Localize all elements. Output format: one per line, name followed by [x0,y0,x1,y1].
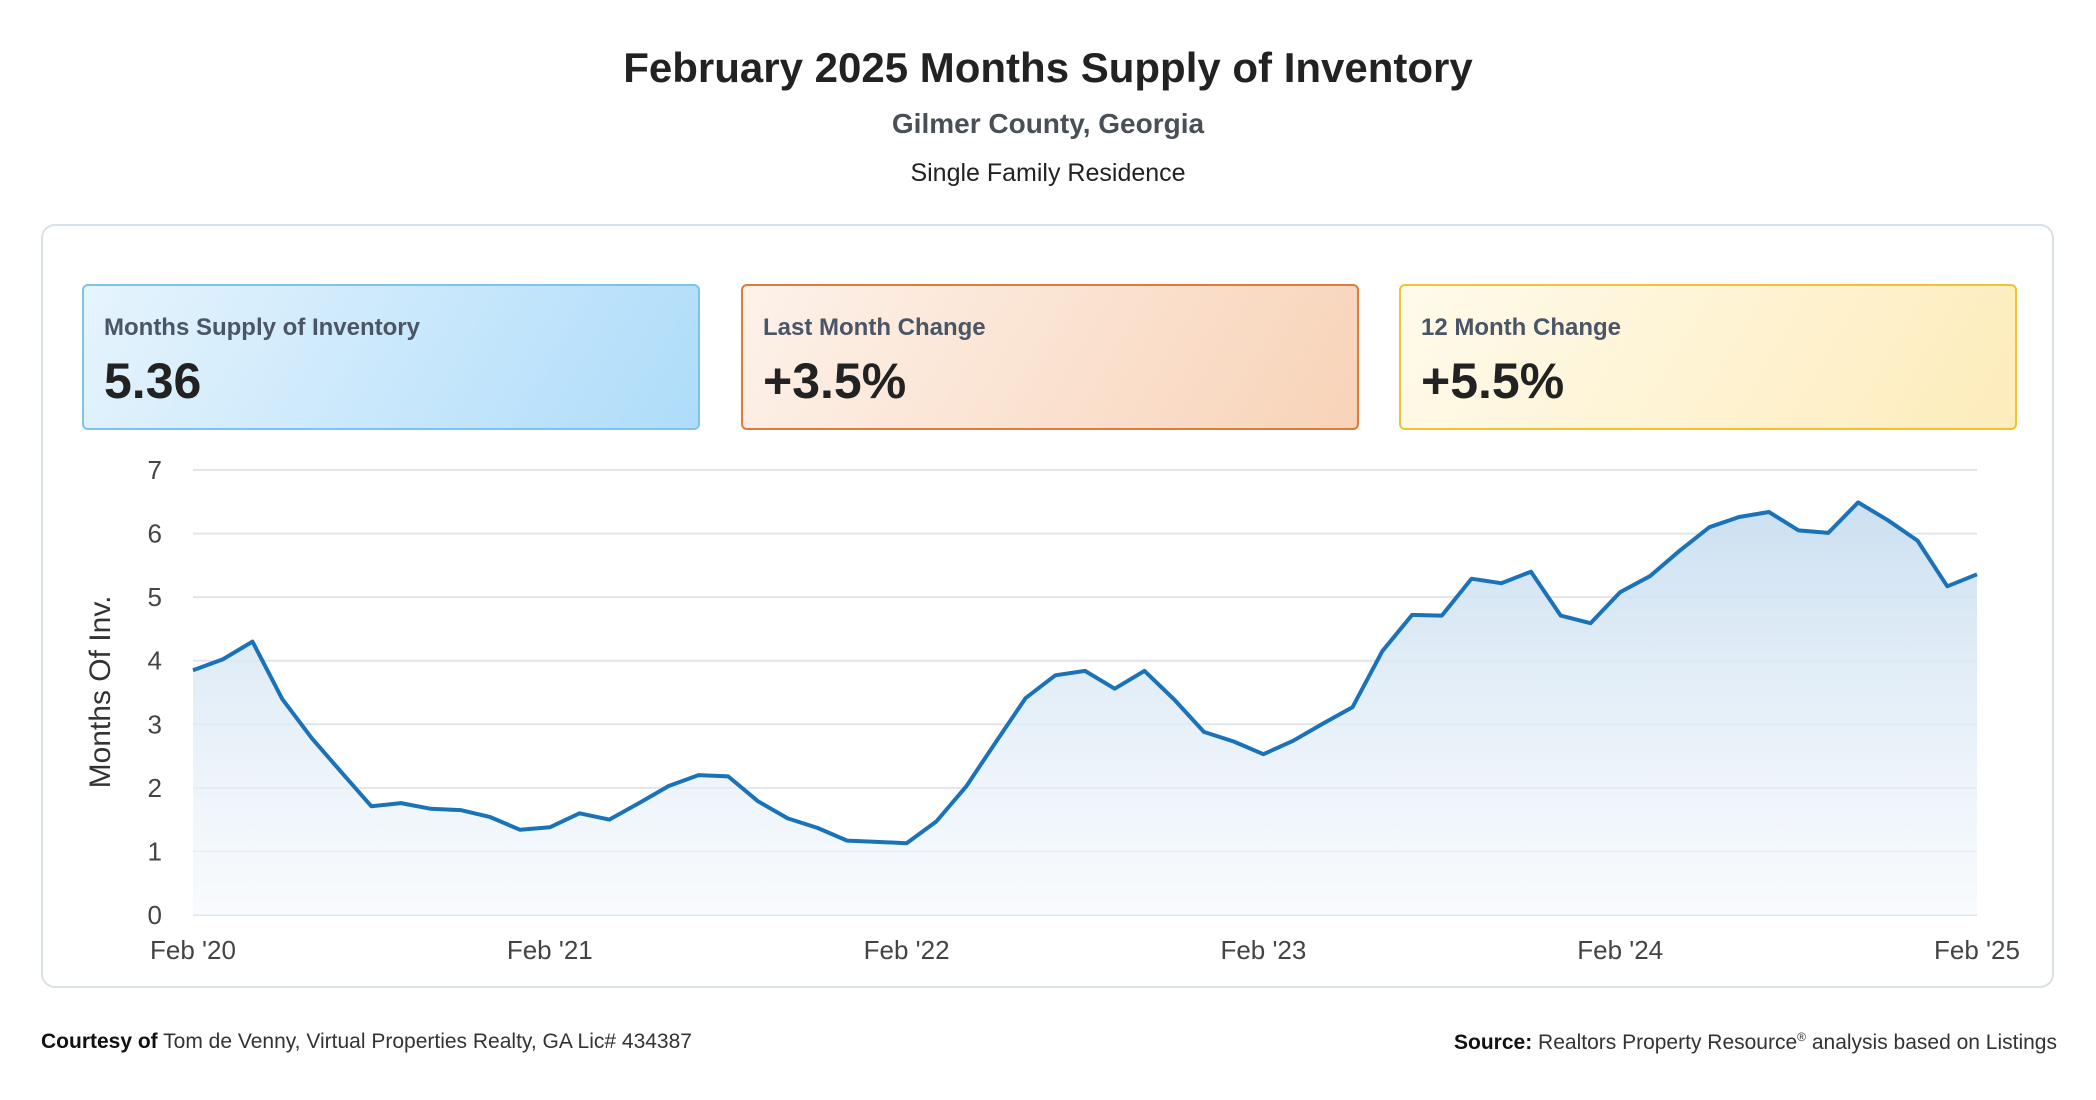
y-tick-label: 0 [148,900,162,930]
y-tick-label: 7 [148,455,162,485]
y-tick-label: 2 [148,773,162,803]
source-credit: Source: Realtors Property Resource® anal… [1454,1030,2057,1055]
y-axis-ticks: 0 1 2 3 4 5 6 7 [148,455,162,930]
x-tick-label: Feb '20 [150,935,236,965]
metric-value: +5.5% [1421,353,1565,409]
metric-value: +3.5% [763,353,907,409]
x-tick-label: Feb '25 [1934,935,2020,965]
metric-card-12-month-change: 12 Month Change +5.5% [1399,284,2017,430]
metric-label: 12 Month Change [1421,314,1622,341]
y-tick-label: 4 [148,646,162,676]
registered-mark: ® [1797,1030,1806,1044]
y-tick-label: 3 [148,709,162,739]
source-text-a: Realtors Property Resource [1538,1031,1798,1054]
y-tick-label: 6 [148,519,162,549]
source-label: Source: [1454,1031,1533,1054]
courtesy-credit: Courtesy of Tom de Venny, Virtual Proper… [41,1030,692,1054]
x-tick-label: Feb '21 [507,935,593,965]
y-axis-title: Months Of Inv. [84,596,117,789]
metric-label: Last Month Change [763,314,986,341]
property-type: Single Family Residence [910,159,1186,187]
metric-label: Months Supply of Inventory [104,314,420,341]
metric-card-last-month-change: Last Month Change +3.5% [741,284,1359,430]
x-tick-label: Feb '24 [1577,935,1663,965]
x-tick-label: Feb '23 [1220,935,1306,965]
courtesy-label: Courtesy of [41,1030,158,1053]
courtesy-text: Tom de Venny, Virtual Properties Realty,… [163,1030,692,1053]
location-subtitle: Gilmer County, Georgia [891,108,1205,139]
source-text-b: analysis based on Listings [1806,1031,2057,1054]
x-tick-label: Feb '22 [864,935,950,965]
y-tick-label: 5 [148,582,162,612]
series-line [192,500,1978,846]
metric-card-months-supply: Months Supply of Inventory 5.36 [82,284,700,430]
page-title: February 2025 Months Supply of Inventory [623,44,1473,91]
x-axis-ticks: Feb '20 Feb '21 Feb '22 Feb '23 Feb '24 Feb '… [150,935,2020,965]
metric-value: 5.36 [104,353,202,409]
area-fill [193,502,1977,915]
y-tick-label: 1 [148,836,162,866]
